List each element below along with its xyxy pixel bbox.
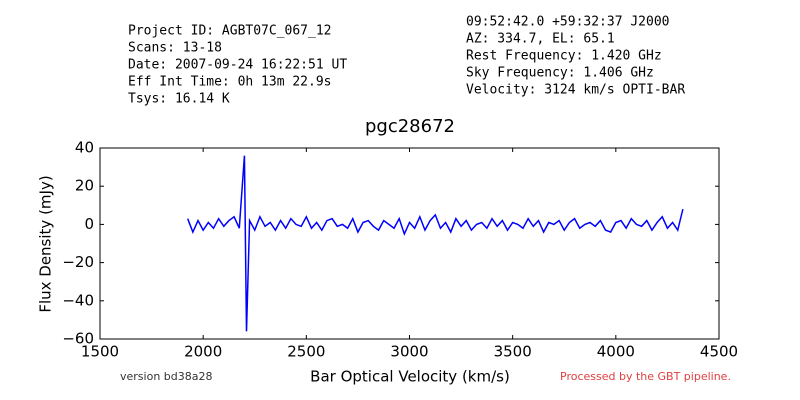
- y-tick-label: −40: [62, 291, 94, 309]
- info-right: 09:52:42.0 +59:32:37 J2000: [466, 15, 670, 30]
- y-tick-label: −60: [62, 330, 94, 348]
- info-left: Scans: 13-18: [128, 41, 222, 56]
- version: version bd38a28: [120, 370, 213, 383]
- x-tick-label: 1500: [81, 343, 119, 361]
- plot-frame: [99, 147, 720, 340]
- x-tick-label: 4000: [597, 343, 635, 361]
- x-axis-label: Bar Optical Velocity (km/s): [310, 368, 510, 386]
- y-tick-label: 0: [84, 215, 94, 233]
- spectrum-line: [186, 155, 684, 332]
- x-tick-label: 3000: [390, 343, 428, 361]
- info-right: Velocity: 3124 km/s OPTI-BAR: [466, 83, 685, 98]
- x-tick-label: 2500: [287, 343, 325, 361]
- x-tick-label: 2000: [184, 343, 222, 361]
- info-right: AZ: 334.7, EL: 65.1: [466, 32, 615, 47]
- info-left: Project ID: AGBT07C_067_12: [128, 24, 332, 39]
- info-left: Date: 2007-09-24 16:22:51 UT: [128, 58, 347, 73]
- y-tick-label: −20: [62, 253, 94, 271]
- info-right: Sky Frequency: 1.406 GHz: [466, 66, 654, 81]
- y-tick-label: 40: [75, 139, 94, 157]
- info-left: Eff Int Time: 0h 13m 22.9s: [128, 75, 332, 90]
- x-tick-label: 4500: [700, 343, 738, 361]
- info-right: Rest Frequency: 1.420 GHz: [466, 49, 662, 64]
- pipeline-note: Processed by the GBT pipeline.: [560, 370, 731, 383]
- x-tick-label: 3500: [494, 343, 532, 361]
- info-left: Tsys: 16.14 K: [128, 92, 230, 107]
- y-tick-label: 20: [75, 177, 94, 195]
- chart-title: pgc28672: [365, 116, 455, 137]
- y-axis-label: Flux Density (mJy): [37, 175, 55, 312]
